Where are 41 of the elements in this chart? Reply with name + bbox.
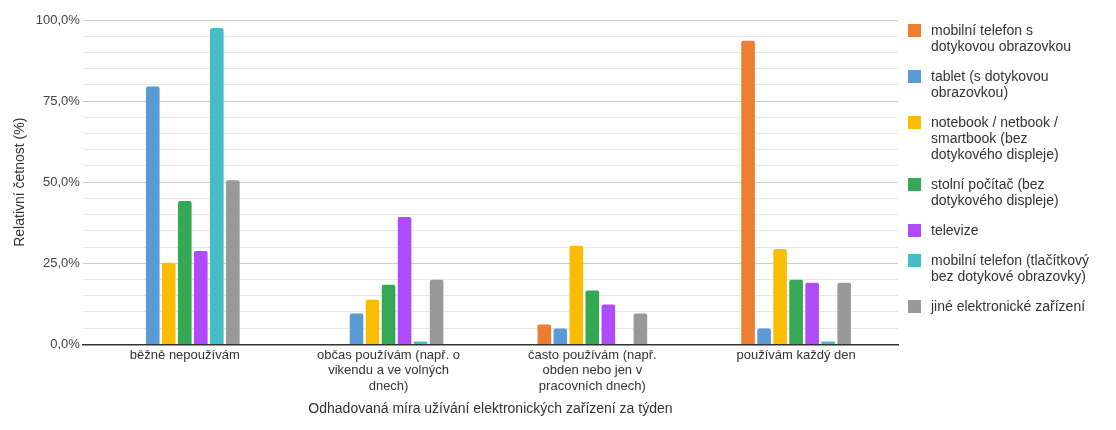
bar — [365, 299, 380, 344]
bar — [633, 313, 648, 344]
legend-label: mobilní telefon (tlačítkový bez dotykové obrazovky) — [931, 252, 1090, 284]
y-tick-label: 25,0% — [43, 254, 81, 270]
bar — [773, 249, 787, 344]
legend-label: jiné elektronické zařízení — [931, 298, 1086, 314]
x-tick-label: používám každý den — [736, 346, 856, 362]
bar — [397, 216, 412, 344]
y-tick-label: 50,0% — [43, 173, 81, 189]
bar — [805, 282, 819, 344]
y-axis-title: Relativní četnost (%) — [11, 117, 28, 247]
bar — [757, 328, 771, 344]
legend-label: stolní počítač (bez dotykového displeje) — [931, 176, 1060, 208]
bar — [161, 262, 176, 344]
bar — [226, 180, 240, 344]
bar — [193, 250, 208, 344]
x-tick-label: běžně nepoužívám — [129, 346, 240, 362]
bar — [537, 324, 552, 344]
x-tick-label: občas používám (např. o vikendu a ve volných dnech) — [317, 346, 461, 393]
legend-label: televize — [931, 222, 979, 238]
bar — [349, 313, 364, 344]
legend-label: notebook / netbook / smartbook (bez dotykového displeje) — [931, 114, 1060, 162]
bar — [145, 86, 160, 344]
bar — [789, 279, 803, 344]
legend-label: tablet (s dotykovou obrazovkou) — [931, 68, 1050, 100]
bar — [741, 40, 755, 344]
x-axis-title: Odhadovaná míra užívání elektronických zařízení za týden — [308, 400, 673, 417]
bar — [177, 201, 192, 344]
y-tick-label: 0,0% — [50, 335, 81, 351]
bar — [553, 328, 568, 344]
y-tick-label: 75,0% — [43, 92, 81, 108]
bar — [210, 28, 224, 344]
bar — [569, 245, 584, 344]
legend-label: mobilní telefon s dotykovou obrazovkou — [931, 22, 1073, 54]
bar — [429, 279, 444, 344]
bar — [837, 282, 851, 344]
x-tick-label: často používám (např. obden nebo jen v pracovních dnech) — [528, 346, 657, 393]
bar — [601, 304, 616, 344]
y-tick-label: 100,0% — [35, 11, 81, 27]
bar — [585, 290, 600, 344]
bar — [381, 284, 396, 344]
